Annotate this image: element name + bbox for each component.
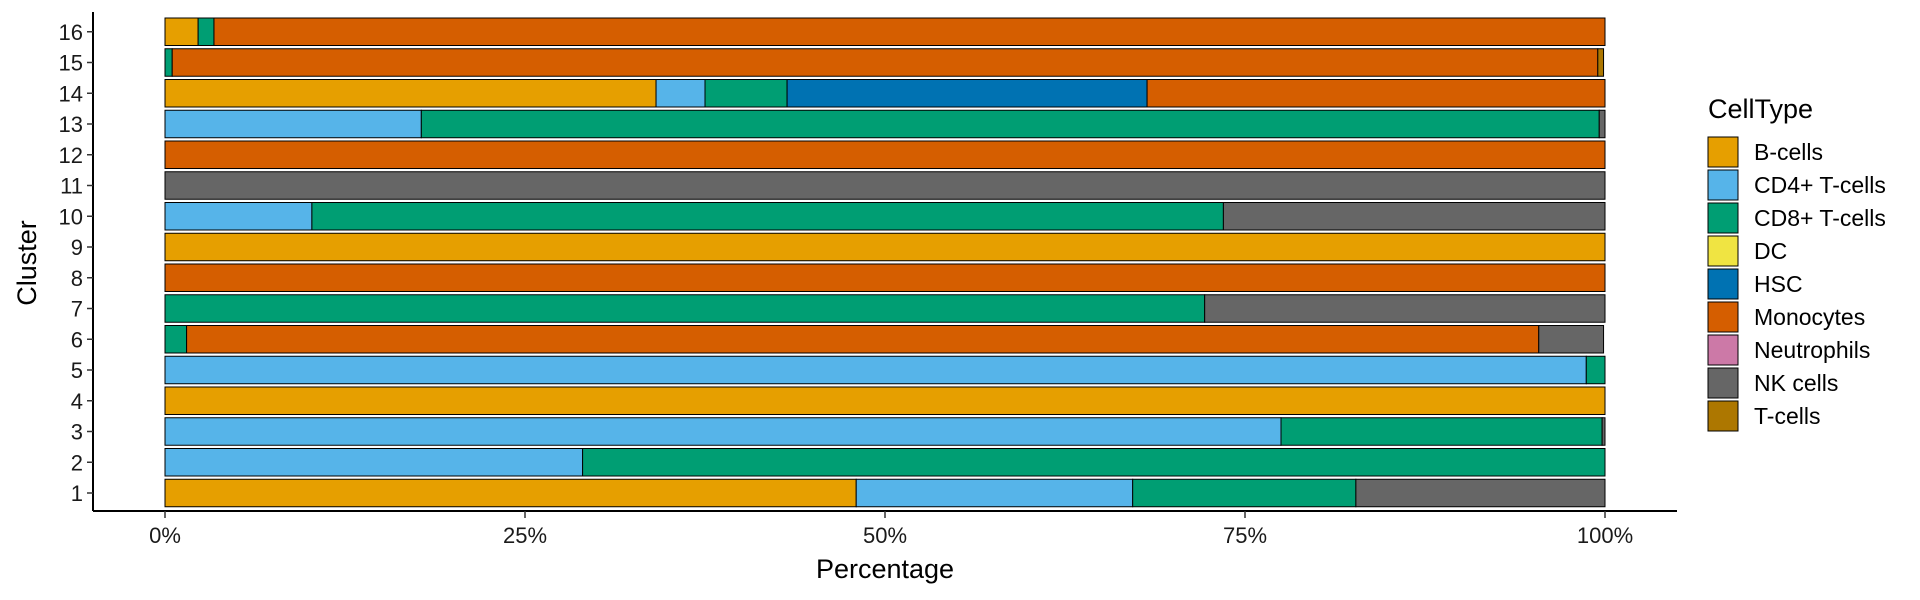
legend-key xyxy=(1707,235,1739,267)
y-tick-label: 4 xyxy=(71,389,83,414)
bar-segment xyxy=(197,17,215,46)
bar-segment xyxy=(186,325,1540,354)
bar-segment xyxy=(855,478,1134,508)
bar-segment xyxy=(1146,79,1606,108)
bar-segment xyxy=(655,79,706,108)
bar-segment xyxy=(164,232,1606,262)
legend-key xyxy=(1707,202,1739,234)
bar-segment xyxy=(164,140,1606,169)
bar-segment xyxy=(704,79,788,108)
bar-segment xyxy=(164,109,422,139)
y-tick-label: 7 xyxy=(71,297,83,322)
bar-segment xyxy=(164,478,857,508)
bar-segment xyxy=(420,109,1600,139)
legend-label: Monocytes xyxy=(1754,304,1865,330)
legend-key xyxy=(1707,400,1739,432)
bar-segment xyxy=(164,355,1587,385)
y-tick-label: 1 xyxy=(71,481,83,506)
bar-segment xyxy=(1597,48,1605,77)
legend-label: T-cells xyxy=(1754,403,1820,429)
legend: CellType B-cells CD4+ T-cells CD8+ T-cells… xyxy=(1707,94,1886,432)
y-tick-label: 8 xyxy=(71,266,83,291)
x-tick-label: 25% xyxy=(503,523,547,548)
legend-label: CD8+ T-cells xyxy=(1754,205,1886,231)
legend-key xyxy=(1707,301,1739,333)
bar-segment xyxy=(1601,417,1606,446)
legend-label: HSC xyxy=(1754,271,1803,297)
bar-segment xyxy=(1355,478,1606,508)
bar-segment xyxy=(164,325,188,354)
bar-segment xyxy=(164,48,173,77)
y-tick-label: 16 xyxy=(59,20,83,45)
bar-segment xyxy=(164,417,1282,446)
legend-title: CellType xyxy=(1708,94,1813,124)
y-tick-label: 3 xyxy=(71,420,83,445)
bar-segment xyxy=(786,79,1148,108)
bar-segment xyxy=(164,17,199,46)
y-tick-label: 13 xyxy=(59,112,83,137)
y-tick-label: 2 xyxy=(71,450,83,475)
legend-key xyxy=(1707,169,1739,201)
legend-key xyxy=(1707,334,1739,366)
bar-segment xyxy=(311,202,1224,231)
bar-segment xyxy=(213,17,1606,46)
y-tick-label: 5 xyxy=(71,358,83,383)
bar-segment xyxy=(164,294,1206,323)
bar-segment xyxy=(1538,325,1605,354)
legend-label: CD4+ T-cells xyxy=(1754,172,1886,198)
y-tick-label: 11 xyxy=(60,174,83,199)
x-tick-label: 50% xyxy=(863,523,907,548)
legend-key xyxy=(1707,367,1739,399)
bar-segment xyxy=(164,448,584,477)
bar-segment xyxy=(582,448,1606,477)
x-tick-label: 100% xyxy=(1577,523,1633,548)
legend-label: B-cells xyxy=(1754,139,1823,165)
legend-label: NK cells xyxy=(1754,370,1838,396)
bar-segment xyxy=(1132,478,1357,508)
bar-segment xyxy=(164,263,1606,292)
bar-segment xyxy=(164,171,1606,200)
legend-key xyxy=(1707,136,1739,168)
bar-segment xyxy=(1585,355,1606,385)
legend-key xyxy=(1707,268,1739,300)
bar-segment xyxy=(1204,294,1606,323)
bar-segment xyxy=(1222,202,1606,231)
bar-segment xyxy=(1280,417,1603,446)
x-tick-label: 75% xyxy=(1223,523,1267,548)
y-tick-label: 14 xyxy=(59,81,83,106)
x-axis-title: Percentage xyxy=(816,554,954,584)
bar-segment xyxy=(1598,109,1606,139)
y-tick-label: 9 xyxy=(71,235,83,260)
plot-area xyxy=(164,17,1606,508)
y-tick-label: 15 xyxy=(59,51,83,76)
y-tick-label: 12 xyxy=(59,143,83,168)
y-axis-title: Cluster xyxy=(12,220,42,306)
y-tick-label: 6 xyxy=(71,327,83,352)
bar-segment xyxy=(164,386,1606,415)
legend-label: DC xyxy=(1754,238,1787,264)
bar-segment xyxy=(171,48,1599,77)
legend-label: Neutrophils xyxy=(1754,337,1870,363)
x-tick-label: 0% xyxy=(149,523,181,548)
y-tick-label: 10 xyxy=(59,204,83,229)
bar-segment xyxy=(164,79,657,108)
bar-segment xyxy=(164,202,313,231)
